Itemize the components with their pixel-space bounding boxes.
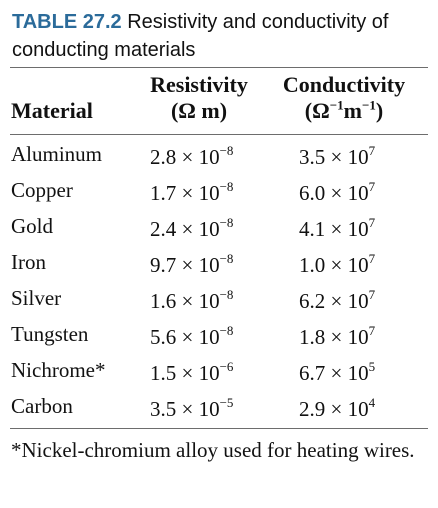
resistivity-cell: 1.6 × 10−8 — [150, 289, 233, 314]
conductivity-exponent: 7 — [369, 251, 376, 266]
material-cell: Gold — [11, 214, 53, 239]
resistivity-mantissa: 1.7 × 10 — [150, 181, 220, 205]
conductivity-cell: 6.2 × 107 — [299, 289, 375, 314]
conductivity-exponent: 4 — [369, 395, 376, 410]
table-row: Tungsten 5.6 × 10−8 1.8 × 107 — [0, 322, 438, 358]
column-header-material: Material — [11, 98, 93, 124]
resistivity-cell: 2.8 × 10−8 — [150, 145, 233, 170]
resistivity-unit: (Ω m) — [140, 98, 258, 124]
conductivity-mantissa: 6.0 × 10 — [299, 181, 369, 205]
material-cell: Carbon — [11, 394, 73, 419]
conductivity-cell: 3.5 × 107 — [299, 145, 375, 170]
resistivity-header-label: Resistivity — [140, 72, 258, 98]
meter-symbol: m — [196, 98, 220, 123]
conductivity-exponent: 7 — [369, 179, 376, 194]
conductivity-exponent: 7 — [369, 143, 376, 158]
column-header-resistivity: Resistivity (Ω m) — [140, 72, 258, 124]
resistivity-cell: 1.5 × 10−6 — [150, 361, 233, 386]
material-cell: Tungsten — [11, 322, 88, 347]
column-header-conductivity: Conductivity (Ω−1m−1) — [272, 72, 416, 124]
material-cell: Copper — [11, 178, 73, 203]
table-caption: TABLE 27.2 Resistivity and conductivity … — [12, 8, 430, 64]
conductivity-mantissa: 6.2 × 10 — [299, 289, 369, 313]
header-rule — [10, 134, 428, 135]
table-row: Aluminum 2.8 × 10−8 3.5 × 107 — [0, 142, 438, 178]
table-row: Copper 1.7 × 10−8 6.0 × 107 — [0, 178, 438, 214]
top-rule — [10, 67, 428, 68]
resistivity-exponent: −8 — [220, 251, 234, 266]
resistivity-exponent: −5 — [220, 395, 234, 410]
conductivity-mantissa: 1.0 × 10 — [299, 253, 369, 277]
conductivity-mantissa: 1.8 × 10 — [299, 325, 369, 349]
conductivity-mantissa: 3.5 × 10 — [299, 145, 369, 169]
material-cell: Iron — [11, 250, 46, 275]
conductivity-mantissa: 2.9 × 10 — [299, 397, 369, 421]
resistivity-mantissa: 5.6 × 10 — [150, 325, 220, 349]
table-row: Gold 2.4 × 10−8 4.1 × 107 — [0, 214, 438, 250]
resistivity-mantissa: 1.6 × 10 — [150, 289, 220, 313]
ohm-symbol: Ω — [178, 98, 196, 123]
resistivity-exponent: −8 — [220, 215, 234, 230]
resistivity-mantissa: 3.5 × 10 — [150, 397, 220, 421]
conductivity-exponent: 7 — [369, 215, 376, 230]
conductivity-cell: 1.0 × 107 — [299, 253, 375, 278]
resistivity-mantissa: 9.7 × 10 — [150, 253, 220, 277]
resistivity-mantissa: 1.5 × 10 — [150, 361, 220, 385]
resistivity-exponent: −6 — [220, 359, 234, 374]
conductivity-cell: 4.1 × 107 — [299, 217, 375, 242]
meter-exponent: −1 — [362, 98, 376, 113]
resistivity-mantissa: 2.8 × 10 — [150, 145, 220, 169]
meter-symbol: m — [344, 98, 362, 123]
table-row: Carbon 3.5 × 10−5 2.9 × 104 — [0, 394, 438, 430]
conductivity-cell: 6.0 × 107 — [299, 181, 375, 206]
conductivity-unit-open: ( — [305, 98, 312, 123]
ohm-exponent: −1 — [330, 98, 344, 113]
resistivity-cell: 9.7 × 10−8 — [150, 253, 233, 278]
table-row: Silver 1.6 × 10−8 6.2 × 107 — [0, 286, 438, 322]
resistivity-exponent: −8 — [220, 143, 234, 158]
conductivity-exponent: 7 — [369, 323, 376, 338]
ohm-symbol: Ω — [312, 98, 330, 123]
footer-rule — [10, 428, 428, 429]
conductivity-exponent: 7 — [369, 287, 376, 302]
table-number-label: TABLE 27.2 — [12, 11, 122, 33]
resistivity-exponent: −8 — [220, 323, 234, 338]
conductivity-cell: 6.7 × 105 — [299, 361, 375, 386]
conductivity-unit-close: ) — [376, 98, 383, 123]
conductivity-mantissa: 4.1 × 10 — [299, 217, 369, 241]
resistivity-unit-close: ) — [220, 98, 227, 123]
resistivity-cell: 1.7 × 10−8 — [150, 181, 233, 206]
resistivity-cell: 5.6 × 10−8 — [150, 325, 233, 350]
table-footnote: *Nickel-chromium alloy used for heating … — [11, 438, 425, 463]
resistivity-exponent: −8 — [220, 287, 234, 302]
table-row: Iron 9.7 × 10−8 1.0 × 107 — [0, 250, 438, 286]
resistivity-mantissa: 2.4 × 10 — [150, 217, 220, 241]
conductivity-header-label: Conductivity — [272, 72, 416, 98]
resistivity-cell: 2.4 × 10−8 — [150, 217, 233, 242]
resistivity-cell: 3.5 × 10−5 — [150, 397, 233, 422]
material-cell: Silver — [11, 286, 61, 311]
material-cell: Nichrome* — [11, 358, 105, 383]
conductivity-unit: (Ω−1m−1) — [272, 98, 416, 124]
conductivity-cell: 2.9 × 104 — [299, 397, 375, 422]
material-cell: Aluminum — [11, 142, 102, 167]
conductivity-exponent: 5 — [369, 359, 376, 374]
resistivity-exponent: −8 — [220, 179, 234, 194]
table-row: Nichrome* 1.5 × 10−6 6.7 × 105 — [0, 358, 438, 394]
conductivity-cell: 1.8 × 107 — [299, 325, 375, 350]
conductivity-mantissa: 6.7 × 10 — [299, 361, 369, 385]
